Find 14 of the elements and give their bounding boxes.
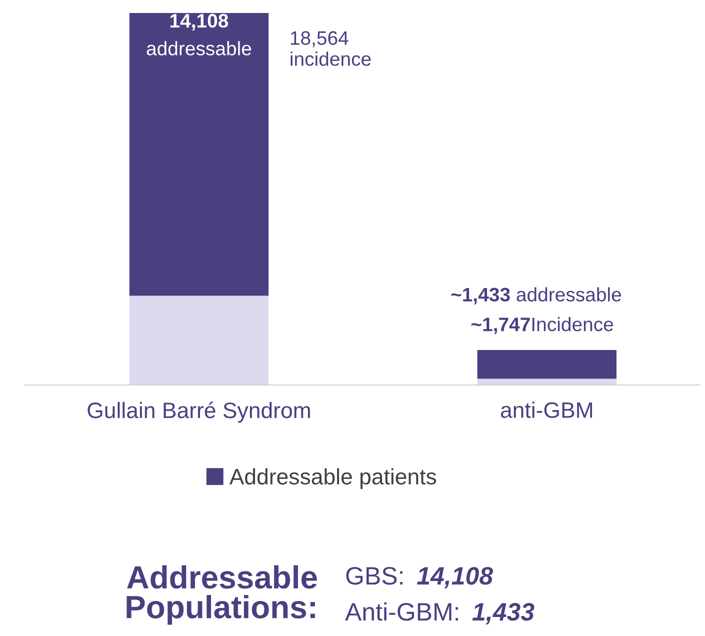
- bar: [129, 296, 269, 385]
- bar: [129, 13, 269, 296]
- data-label: ~1,433 addressable: [451, 287, 622, 304]
- text: Anti-GBM: 1,433: [345, 602, 534, 624]
- data-label: 14,108 addressable: [146, 14, 252, 56]
- text: GBS: 14,108: [346, 567, 494, 588]
- x-tick-label: Gullain Barré Syndrom: [88, 402, 310, 423]
- legend-label: Addressable patients: [229, 468, 436, 489]
- total-label: 18,564 incidence: [290, 31, 371, 66]
- bar: [477, 350, 616, 379]
- text: Addressable Populations:: [126, 565, 317, 625]
- x-tick-label: anti-GBM: [500, 402, 592, 418]
- total-label: ~1,747Incidence: [471, 316, 614, 334]
- bar: [477, 378, 616, 385]
